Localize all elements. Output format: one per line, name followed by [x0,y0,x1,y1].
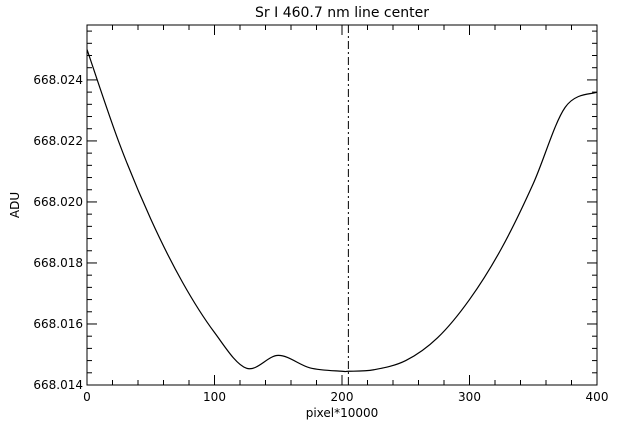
y-axis-label: ADU [8,192,22,218]
x-tick-label: 400 [586,390,609,404]
x-tick-label: 100 [203,390,226,404]
y-tick-label: 668.022 [33,134,83,148]
y-axis: 668.014 668.016 668.018 668.020 668.022 668.0… [33,31,597,392]
y-tick-label: 668.016 [33,317,83,331]
y-tick-label: 668.020 [33,195,83,209]
x-tick-label: 0 [83,390,91,404]
x-axis: 0 100 200 300 400 [83,25,608,404]
y-tick-label: 668.018 [33,256,83,270]
y-tick-label: 668.014 [33,378,83,392]
plot-frame [87,25,597,385]
series-line [87,49,597,371]
chart-title: Sr I 460.7 nm line center [255,5,429,21]
x-tick-label: 200 [331,390,354,404]
x-axis-label: pixel*10000 [306,406,379,420]
x-tick-label: 300 [458,390,481,404]
series-layer [87,49,597,371]
y-tick-label: 668.024 [33,73,83,87]
